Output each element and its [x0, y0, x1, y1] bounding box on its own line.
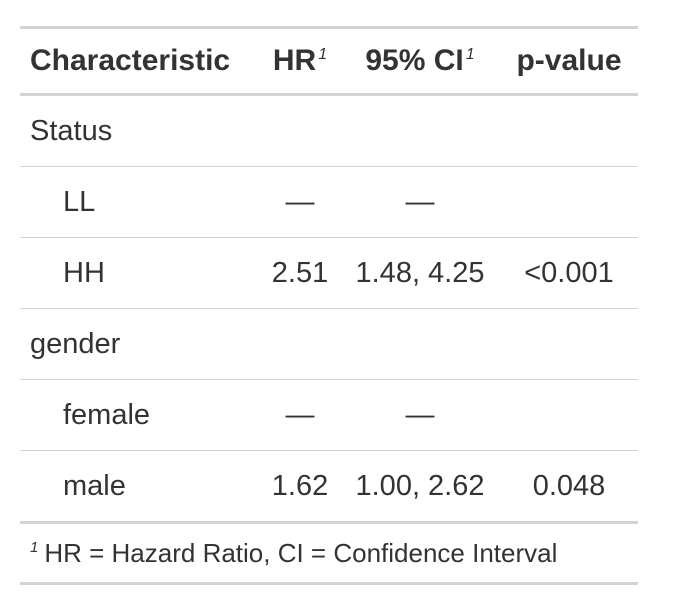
table-row-hh: HH 2.51 1.48, 4.25 <0.001	[20, 238, 638, 309]
table-row-status: Status	[20, 95, 638, 167]
footnote-marker: 1	[30, 538, 39, 556]
pvalue-cell: 0.048	[532, 469, 606, 502]
pvalue-cell: <0.001	[524, 256, 614, 289]
header-characteristic: Characteristic	[30, 44, 231, 77]
header-pvalue: p-value	[516, 44, 622, 77]
pvalue-cell	[500, 309, 638, 380]
header-hr: HR 1	[272, 44, 328, 77]
table-row-male: male 1.62 1.00, 2.62 0.048	[20, 451, 638, 523]
pvalue-cell	[500, 380, 638, 451]
hr-cell: 1.62	[271, 469, 329, 502]
footnote-text: HR = Hazard Ratio, CI = Confidence Inter…	[44, 537, 558, 568]
row-label: male	[63, 469, 126, 502]
regression-table: Characteristic HR 1 95% CI 1 p-value Statu…	[20, 26, 638, 585]
ci-cell: —	[405, 398, 435, 431]
regression-table-container: Characteristic HR 1 95% CI 1 p-value Statu…	[20, 26, 638, 585]
hr-cell: 2.51	[271, 256, 329, 289]
row-label: Status	[30, 114, 113, 147]
header-ci: 95% CI 1	[365, 44, 475, 77]
row-label: HH	[63, 256, 105, 289]
ci-footnote-marker: 1	[465, 46, 475, 63]
hr-cell	[260, 309, 340, 380]
hr-footnote-marker: 1	[318, 46, 328, 63]
ci-cell	[340, 95, 500, 167]
footnote-row: 1 HR = Hazard Ratio, CI = Confidence Inte…	[20, 522, 638, 584]
ci-cell: 1.48, 4.25	[355, 256, 485, 289]
pvalue-cell	[500, 95, 638, 167]
pvalue-cell	[500, 167, 638, 238]
header-row: Characteristic HR 1 95% CI 1 p-value	[20, 27, 638, 95]
table-row-female: female — —	[20, 380, 638, 451]
hr-cell: —	[285, 398, 315, 431]
row-label: LL	[63, 185, 96, 218]
row-label: female	[63, 398, 151, 431]
table-footnote: 1 HR = Hazard Ratio, CI = Confidence Inte…	[20, 523, 638, 584]
ci-cell: 1.00, 2.62	[355, 469, 485, 502]
ci-cell: —	[405, 185, 435, 218]
hr-cell: —	[285, 185, 315, 218]
table-row-ll: LL — —	[20, 167, 638, 238]
ci-cell	[340, 309, 500, 380]
table-row-gender: gender	[20, 309, 638, 380]
row-label: gender	[30, 327, 121, 360]
hr-cell	[260, 95, 340, 167]
